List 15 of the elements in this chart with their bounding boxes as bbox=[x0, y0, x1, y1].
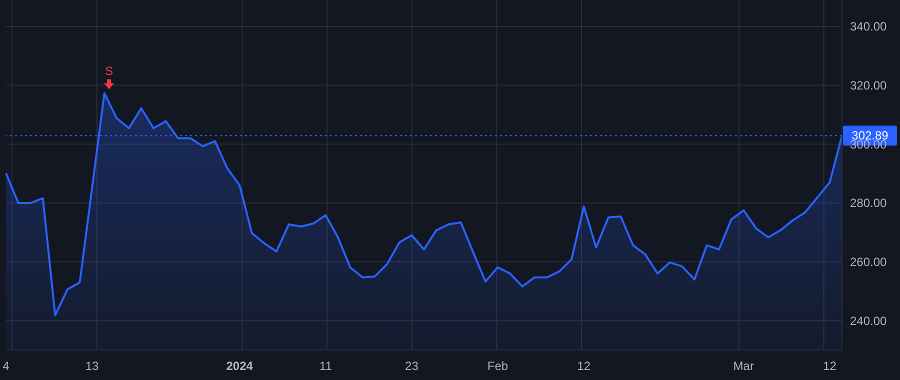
x-tick-label: 4 bbox=[2, 359, 10, 373]
x-tick-label: 13 bbox=[85, 359, 100, 373]
x-tick-label: 11 bbox=[319, 359, 332, 373]
y-tick-label: 280.00 bbox=[850, 196, 888, 210]
annotation: S bbox=[104, 64, 113, 78]
x-tick-label: 12 bbox=[823, 359, 837, 373]
x-tick-label: 2024 bbox=[226, 359, 254, 373]
x-tick-label: Mar bbox=[733, 359, 754, 373]
y-tick-label: 240.00 bbox=[850, 314, 888, 328]
y-tick-label: 340.00 bbox=[850, 20, 888, 34]
x-tick-label: 12 bbox=[577, 359, 591, 373]
y-tick-label: 260.00 bbox=[850, 255, 888, 270]
y-tick-label: 320.00 bbox=[850, 78, 888, 93]
x-tick-label: Feb bbox=[487, 359, 508, 373]
x-tick-label: 23 bbox=[405, 359, 419, 373]
